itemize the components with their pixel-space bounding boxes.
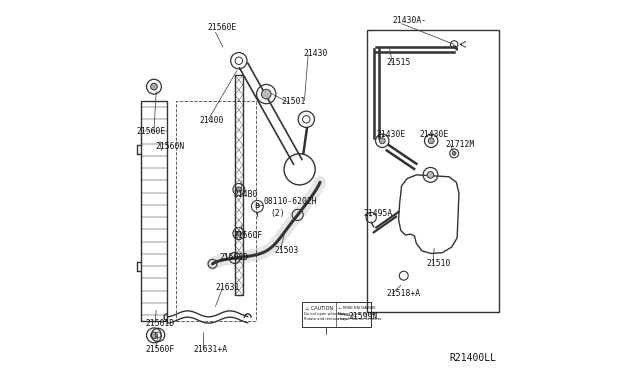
Bar xyxy=(141,101,166,321)
Text: 21560E: 21560E xyxy=(207,23,236,32)
Text: 21560F: 21560F xyxy=(145,344,174,353)
Text: 21430: 21430 xyxy=(303,49,328,58)
Bar xyxy=(176,101,256,321)
Text: 21560N: 21560N xyxy=(155,142,184,151)
Circle shape xyxy=(236,187,241,192)
Circle shape xyxy=(150,332,157,339)
Circle shape xyxy=(262,89,271,99)
Text: ⚠ MISE EN GARDE: ⚠ MISE EN GARDE xyxy=(338,306,376,310)
Text: 21400: 21400 xyxy=(200,116,224,125)
Text: 21631+A: 21631+A xyxy=(193,344,227,353)
Text: 21430E: 21430E xyxy=(419,129,449,138)
Bar xyxy=(235,75,243,295)
Circle shape xyxy=(428,138,434,144)
Text: 21503: 21503 xyxy=(275,246,299,254)
Text: 21560E: 21560E xyxy=(136,127,166,136)
Circle shape xyxy=(380,138,385,144)
Circle shape xyxy=(236,231,241,236)
Text: 21599N: 21599N xyxy=(349,312,378,321)
Circle shape xyxy=(150,83,157,90)
Bar xyxy=(302,302,371,327)
Circle shape xyxy=(452,151,456,155)
Text: B: B xyxy=(255,203,260,209)
Text: 21712M: 21712M xyxy=(445,140,474,149)
Circle shape xyxy=(427,171,434,178)
Text: 21518+A: 21518+A xyxy=(386,289,420,298)
Text: 21495A: 21495A xyxy=(364,208,393,218)
Text: 21430E: 21430E xyxy=(376,129,406,138)
Text: Do not open when hot.
Rotate and remove cap.: Do not open when hot. Rotate and remove … xyxy=(304,312,348,321)
Polygon shape xyxy=(399,175,459,253)
Text: 08110-6202H: 08110-6202H xyxy=(264,198,317,206)
Text: ⚠ CAUTION: ⚠ CAUTION xyxy=(305,306,333,311)
Text: 21501D: 21501D xyxy=(145,318,174,328)
Text: 21510: 21510 xyxy=(427,259,451,268)
Text: R21400LL: R21400LL xyxy=(449,353,496,363)
Bar xyxy=(367,31,499,312)
Text: Ne pas ouvrir lorsque
chaud. Tourner et retirer.: Ne pas ouvrir lorsque chaud. Tourner et … xyxy=(338,312,382,321)
Text: 21631: 21631 xyxy=(216,283,240,292)
Text: 214B0: 214B0 xyxy=(234,190,258,199)
Text: (2): (2) xyxy=(270,208,285,218)
Text: 21560F: 21560F xyxy=(234,231,263,240)
Text: 21501: 21501 xyxy=(281,97,305,106)
Text: 21515: 21515 xyxy=(386,58,410,67)
Text: 21501D: 21501D xyxy=(219,253,248,262)
Text: 21430A-: 21430A- xyxy=(392,16,426,25)
